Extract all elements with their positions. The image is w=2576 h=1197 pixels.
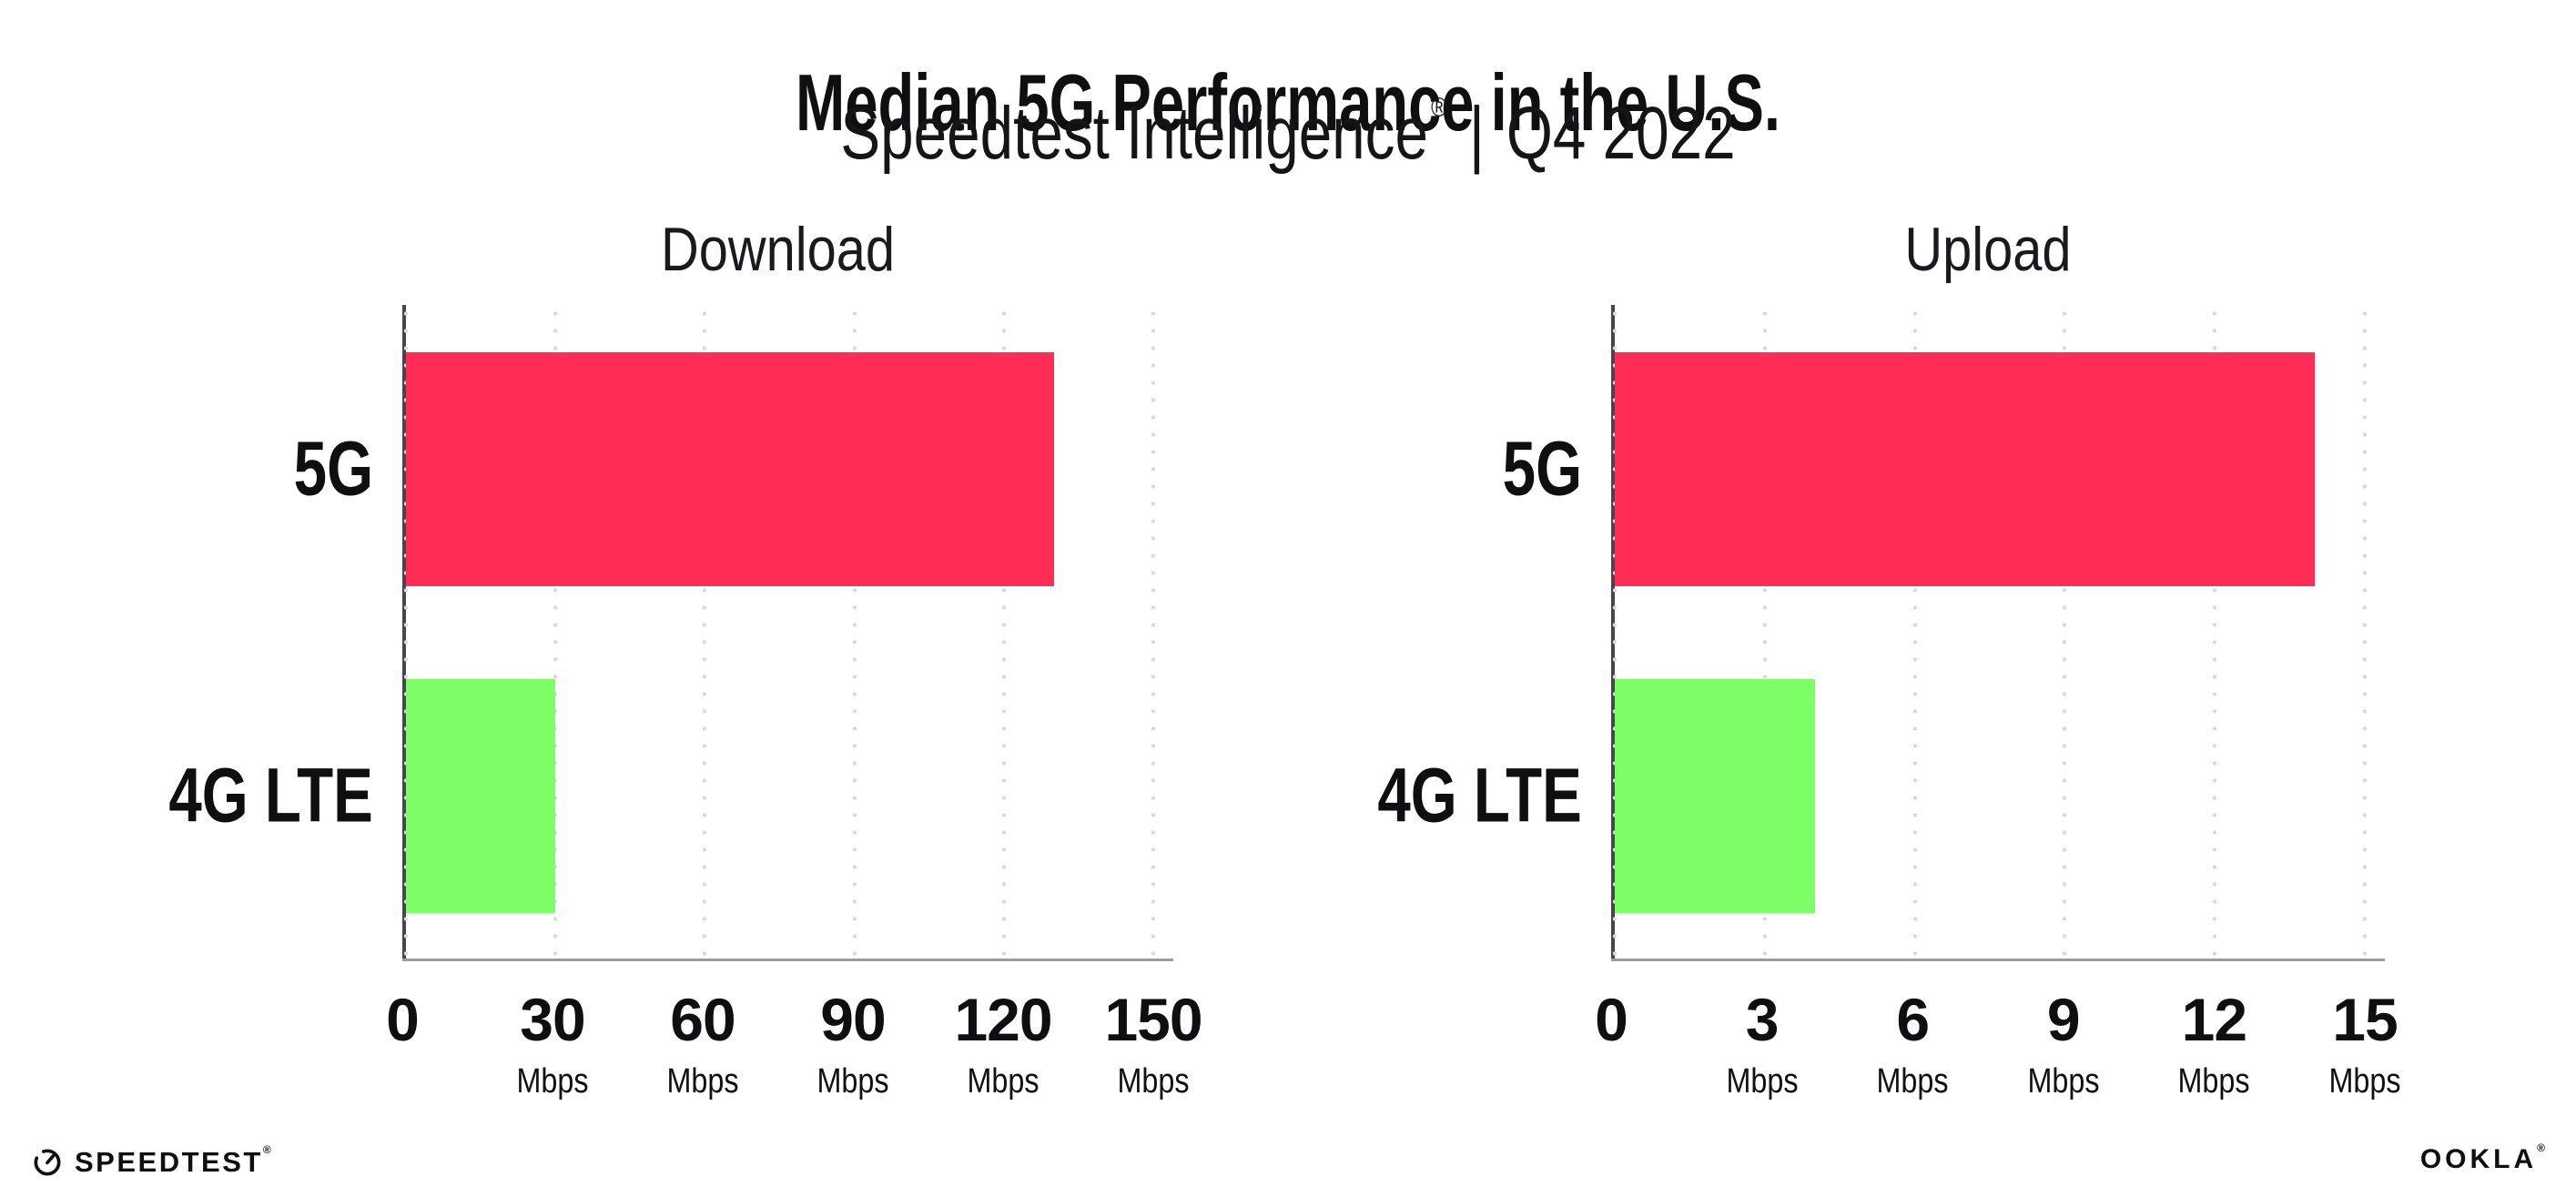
tick-unit: Mbps	[967, 1062, 1040, 1101]
tick-unit: Mbps	[2177, 1062, 2250, 1101]
tick-value: 0	[386, 986, 420, 1053]
speedtest-gauge-icon	[34, 1149, 61, 1176]
ookla-label: OOKLA	[2419, 1144, 2538, 1174]
x-tick-150: 150 Mbps	[1104, 989, 1202, 1099]
gridline	[553, 305, 558, 959]
gridline	[2212, 305, 2217, 959]
x-tick-120: 120 Mbps	[954, 986, 1052, 1101]
tick-value: 150	[1104, 986, 1202, 1053]
x-ticks: 0 3 Mbps 6 Mbps 9 Mbps 12 Mbps 15 Mbps	[1595, 959, 2400, 1109]
gridline	[2062, 305, 2067, 959]
category-label-5g: 5G	[293, 425, 373, 512]
tick-value: 3	[1745, 986, 1780, 1053]
registered-trademark-icon: ®	[1431, 93, 1447, 123]
x-ticks: 0 30 Mbps 60 Mbps 90 Mbps 120 Mbps 150 Mbps	[386, 959, 1202, 1109]
tick-value: 60	[670, 986, 735, 1053]
gridline	[1001, 305, 1007, 959]
tick-value: 0	[1595, 986, 1628, 1053]
subtitle-period: Q4 2022	[1506, 92, 1736, 175]
speedtest-registered-icon: ®	[262, 1143, 271, 1156]
x-tick-60: 60 Mbps	[661, 989, 745, 1099]
x-tick-0: 0	[386, 986, 420, 1053]
x-tick-3: 3 Mbps	[1719, 989, 1804, 1099]
download-chart: Download 5G 4G LTE 0 30 Mbps 60 Mbps 90 Mbps 120…	[169, 215, 1203, 1099]
page-title: Median 5G Performance in the U.S.	[796, 56, 1780, 147]
bar-4g-lte	[1615, 678, 1815, 913]
upload-chart-title: Upload	[1904, 215, 2072, 284]
tick-value: 15	[2332, 986, 2398, 1053]
tick-value: 12	[2181, 986, 2247, 1053]
x-axis-line	[402, 959, 1173, 961]
speedtest-wordmark: SPEEDTEST®	[75, 1143, 271, 1179]
category-label-4g-lte: 4G LTE	[168, 752, 373, 838]
download-chart-title: Download	[660, 215, 896, 284]
tick-unit: Mbps	[2328, 1062, 2401, 1101]
bar-5g	[1615, 351, 2316, 586]
tick-unit: Mbps	[1726, 1062, 1799, 1101]
gridline	[1612, 305, 1618, 959]
x-tick-9: 9 Mbps	[2021, 989, 2105, 1099]
x-tick-6: 6 Mbps	[1871, 989, 1955, 1099]
plot-area: 5G 4G LTE	[169, 305, 1173, 961]
gridline	[2362, 305, 2368, 959]
tick-value: 9	[2046, 986, 2081, 1053]
gridline	[1912, 305, 1918, 959]
bar-4g-lte	[406, 678, 556, 913]
tick-unit: Mbps	[1876, 1062, 1949, 1101]
gridline	[852, 305, 857, 959]
x-tick-12: 12 Mbps	[2172, 989, 2257, 1099]
tick-value: 30	[520, 986, 585, 1053]
gridline	[702, 305, 707, 959]
bar-5g	[406, 351, 1054, 586]
speedtest-logo: SPEEDTEST®	[33, 1143, 271, 1179]
tick-unit: Mbps	[666, 1062, 739, 1101]
speedtest-label: SPEEDTEST	[75, 1146, 263, 1178]
tick-value: 90	[820, 986, 886, 1053]
x-axis-line	[1611, 959, 2385, 961]
tick-unit: Mbps	[1117, 1062, 1190, 1101]
tick-value: 120	[954, 986, 1052, 1053]
plot-area: 5G 4G LTE	[1378, 305, 2385, 961]
ookla-logo: OOKLA®	[2419, 1141, 2545, 1175]
tick-unit: Mbps	[2027, 1062, 2100, 1101]
x-tick-90: 90 Mbps	[811, 989, 896, 1099]
gridline	[1151, 305, 1156, 959]
x-tick-0: 0	[1595, 989, 1628, 1050]
tick-unit: Mbps	[816, 1062, 889, 1101]
page-subtitle: Speedtest Intelligence ® | Q4 2022	[258, 92, 2318, 175]
gridline	[1762, 305, 1768, 959]
ookla-registered-icon: ®	[2537, 1141, 2545, 1154]
tick-unit: Mbps	[516, 1062, 589, 1101]
category-label-4g-lte: 4G LTE	[1377, 752, 1582, 838]
upload-chart: Upload 5G 4G LTE 0 3 Mbps 6 Mbps 9 Mbps 12 Mbps 15…	[1378, 215, 2401, 1099]
gridline	[403, 305, 409, 959]
subtitle-brand: Speedtest Intelligence	[840, 92, 1428, 175]
category-label-5g: 5G	[1502, 425, 1582, 512]
tick-value: 6	[1896, 986, 1930, 1053]
x-tick-30: 30 Mbps	[511, 989, 595, 1099]
subtitle-divider: |	[1468, 92, 1485, 175]
x-tick-15: 15 Mbps	[2323, 989, 2408, 1099]
